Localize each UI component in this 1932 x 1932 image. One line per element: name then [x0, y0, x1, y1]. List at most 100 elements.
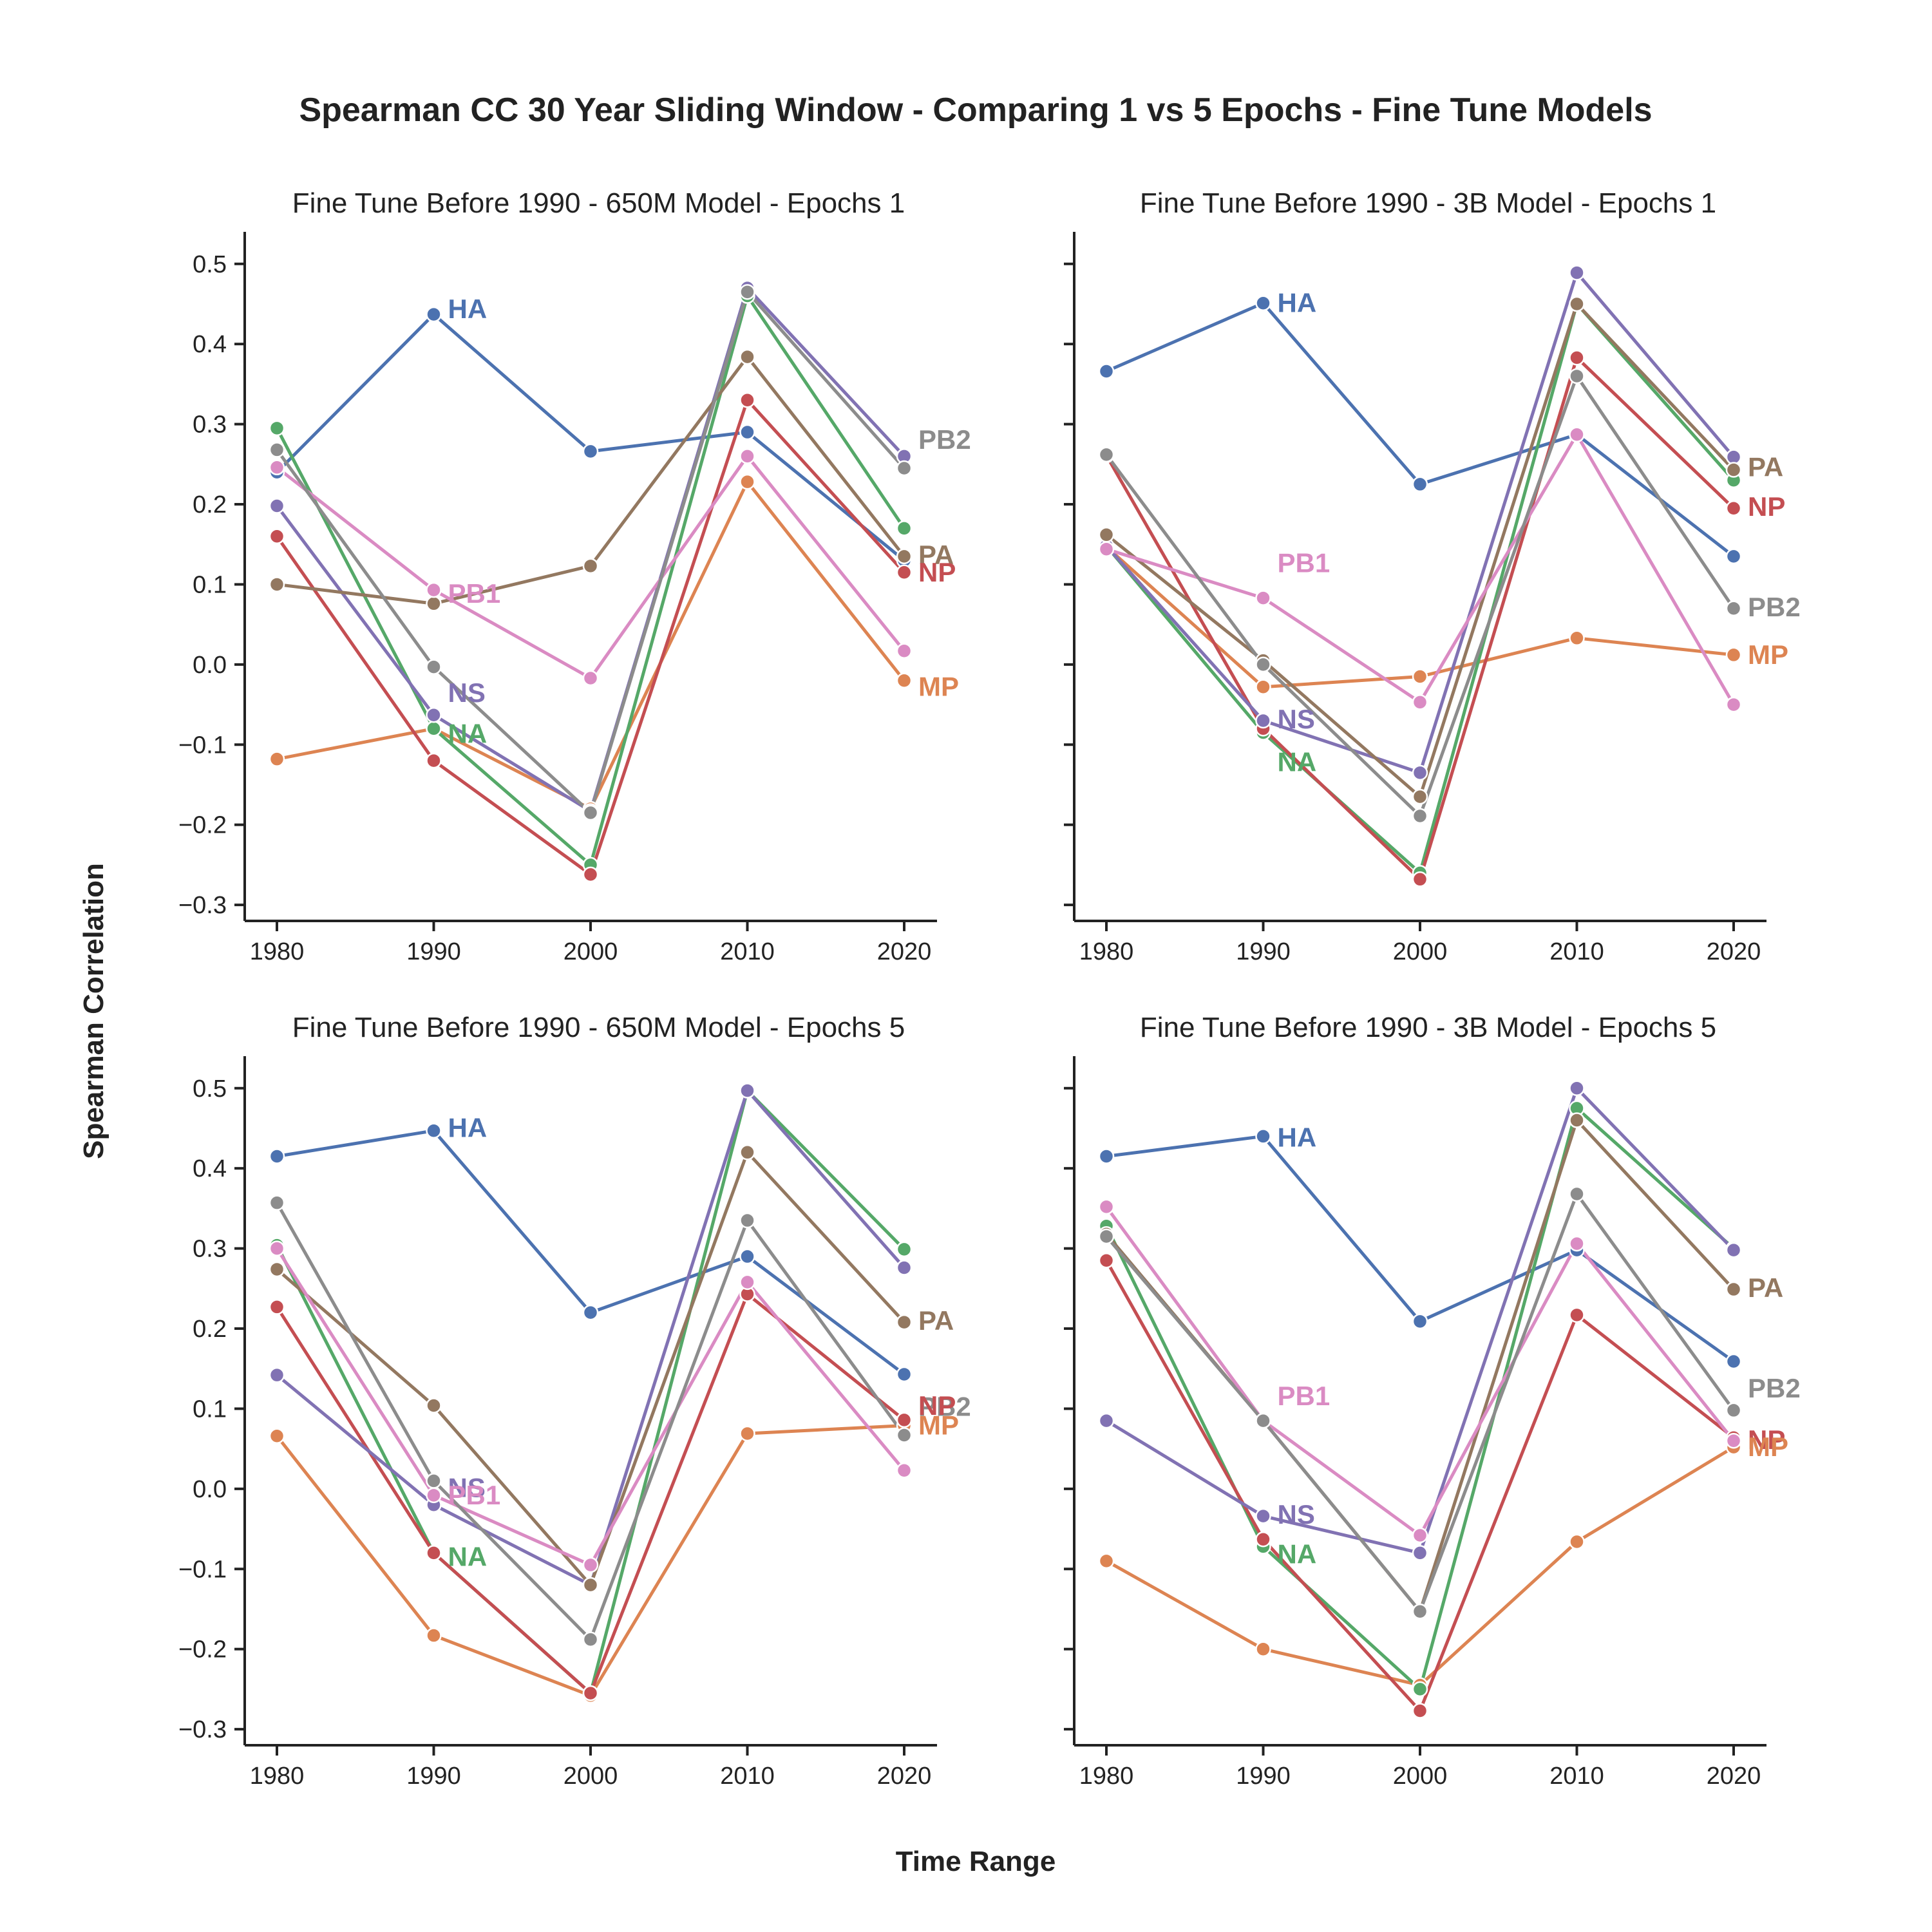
x-tick-label: 2020: [877, 1763, 932, 1790]
data-point-np: [1569, 1307, 1585, 1323]
data-point-np: [426, 1545, 442, 1561]
data-point-pb2: [896, 460, 913, 477]
chart-panel-2: Fine Tune Before 1990 - 3B Model - Epoch…: [1064, 187, 1801, 965]
series-label-pb2: PB2: [1748, 592, 1801, 622]
series-label-pa: PA: [1748, 1273, 1783, 1303]
series-label-ha: HA: [448, 1113, 488, 1143]
data-point-pa: [582, 1577, 599, 1593]
data-point-ha: [1412, 1313, 1428, 1330]
y-tick-label: 0.2: [193, 491, 227, 518]
data-point-np: [582, 1685, 599, 1701]
data-point-pb2: [582, 1631, 599, 1648]
data-point-np: [1569, 350, 1585, 366]
data-point-ha: [269, 1148, 285, 1164]
data-point-pb1: [1412, 1527, 1428, 1544]
data-point-ns: [269, 1367, 285, 1383]
data-point-ha: [1725, 1353, 1742, 1370]
data-point-pb1: [739, 1274, 755, 1291]
data-point-pb2: [426, 1473, 442, 1489]
data-point-mp: [1569, 1533, 1585, 1550]
data-point-pa: [739, 348, 755, 365]
data-point-pb1: [896, 643, 913, 659]
x-tick-label: 2020: [1707, 938, 1761, 965]
data-point-ns: [1255, 712, 1271, 729]
y-tick-label: −0.2: [178, 1636, 227, 1663]
data-point-mp: [1255, 1641, 1271, 1657]
series-label-np: NP: [1748, 1425, 1785, 1455]
y-tick-label: 0.3: [193, 1236, 227, 1263]
y-tick-label: 0.4: [193, 1155, 227, 1182]
data-point-mp: [739, 1425, 755, 1442]
series-label-ns: NS: [1278, 704, 1315, 734]
x-tick-label: 1980: [1079, 1763, 1134, 1790]
data-point-mp: [426, 1627, 442, 1643]
data-point-ns: [1098, 1412, 1115, 1429]
data-point-np: [582, 866, 599, 883]
data-point-ns: [739, 1083, 755, 1099]
x-tick-label: 1980: [250, 938, 305, 965]
data-point-ns: [269, 498, 285, 514]
data-point-ha: [1255, 295, 1271, 311]
data-point-pa: [1725, 1281, 1742, 1298]
x-tick-label: 1980: [1079, 938, 1134, 965]
data-point-pb1: [426, 582, 442, 598]
data-point-np: [426, 752, 442, 769]
series-label-pb1: PB1: [448, 1480, 501, 1510]
data-point-pb1: [269, 459, 285, 476]
series-label-ha: HA: [448, 294, 488, 324]
data-point-mp: [1098, 1553, 1115, 1569]
series-label-pb2: PB2: [1748, 1373, 1801, 1403]
data-point-pa: [896, 548, 913, 565]
data-point-np: [1098, 1253, 1115, 1269]
data-point-ns: [426, 706, 442, 723]
data-point-pb1: [1098, 1198, 1115, 1215]
data-point-pb1: [1725, 1432, 1742, 1449]
y-tick-label: −0.1: [178, 1556, 227, 1583]
data-point-np: [896, 564, 913, 581]
series-label-na: NA: [1278, 1539, 1317, 1569]
data-point-mp: [1412, 668, 1428, 685]
y-tick-label: −0.2: [178, 812, 227, 839]
panel-title: Fine Tune Before 1990 - 3B Model - Epoch…: [1140, 1012, 1716, 1043]
data-point-pa: [1725, 462, 1742, 478]
data-point-na: [896, 520, 913, 536]
data-point-pa: [896, 1314, 913, 1331]
chart-panel-4: Fine Tune Before 1990 - 3B Model - Epoch…: [1064, 1012, 1801, 1790]
panel-title: Fine Tune Before 1990 - 650M Model - Epo…: [292, 1012, 905, 1043]
data-point-pb1: [1725, 696, 1742, 713]
x-tick-label: 1990: [406, 938, 461, 965]
data-point-pa: [269, 576, 285, 592]
data-point-np: [896, 1412, 913, 1428]
data-point-ha: [1725, 548, 1742, 565]
series-label-ns: NS: [1278, 1499, 1315, 1530]
data-point-ha: [739, 424, 755, 440]
data-point-pb2: [1725, 1402, 1742, 1419]
series-label-pa: PA: [1748, 452, 1783, 482]
y-tick-label: −0.1: [178, 732, 227, 759]
series-label-mp: MP: [918, 672, 959, 702]
data-point-ha: [1255, 1128, 1271, 1144]
series-label-pb1: PB1: [448, 578, 501, 609]
data-point-mp: [1569, 630, 1585, 647]
series-label-pb1: PB1: [1278, 1381, 1331, 1411]
x-tick-label: 2000: [1393, 1763, 1448, 1790]
data-point-ha: [739, 1248, 755, 1265]
data-point-pb2: [1255, 656, 1271, 673]
data-point-pb1: [426, 1487, 442, 1504]
x-axis-title: Time Range: [896, 1846, 1056, 1877]
data-point-na: [896, 1241, 913, 1258]
y-tick-label: 0.5: [193, 1075, 227, 1103]
y-tick-label: 0.4: [193, 331, 227, 358]
data-point-pb1: [582, 1557, 599, 1573]
series-label-na: NA: [448, 718, 488, 748]
data-point-pb2: [582, 804, 599, 821]
data-point-ns: [1569, 1080, 1585, 1097]
series-label-na: NA: [1278, 747, 1317, 777]
data-point-pb2: [1098, 1228, 1115, 1245]
data-point-pb2: [1412, 808, 1428, 824]
data-point-pa: [426, 1397, 442, 1414]
data-point-ha: [426, 306, 442, 323]
data-point-mp: [269, 751, 285, 767]
y-axis-title: Spearman Correlation: [78, 863, 109, 1159]
